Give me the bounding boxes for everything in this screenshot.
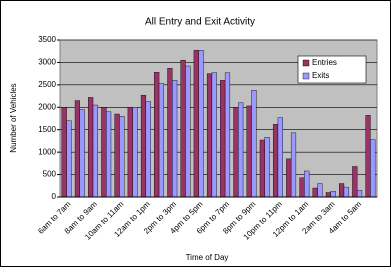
y-tick-label: 3500 — [38, 35, 56, 44]
bar — [220, 80, 226, 198]
bar — [154, 72, 160, 198]
bar — [198, 50, 204, 198]
bar — [238, 102, 244, 198]
legend-box — [297, 55, 367, 84]
bar — [88, 97, 94, 198]
bar — [352, 166, 358, 198]
legend-swatch — [302, 59, 310, 67]
bar — [264, 137, 270, 198]
bar — [356, 190, 363, 198]
y-tick-label: 1500 — [38, 125, 56, 134]
bar — [127, 107, 133, 198]
y-tick-label: 2500 — [38, 80, 56, 89]
bar — [92, 104, 98, 198]
bar — [317, 183, 323, 198]
bar — [114, 113, 120, 198]
bar — [370, 139, 376, 198]
bar — [132, 107, 138, 198]
bar — [206, 73, 213, 198]
bar — [272, 124, 279, 198]
bar — [101, 107, 107, 198]
bar — [339, 183, 345, 198]
y-axis-title: Number of Vehicles — [9, 83, 18, 152]
bar — [211, 72, 217, 198]
y-tick-label: 0 — [52, 192, 57, 201]
bar — [286, 158, 292, 198]
bar — [66, 120, 72, 198]
x-axis-title: Time of Day — [186, 253, 229, 262]
bar — [343, 186, 349, 198]
bar — [233, 107, 239, 198]
bar — [61, 107, 67, 198]
bar — [172, 80, 178, 198]
bar — [304, 170, 310, 198]
legend-swatch — [302, 72, 310, 80]
bar — [259, 139, 265, 198]
y-tick-label: 1000 — [38, 147, 56, 156]
bar — [180, 59, 186, 198]
bar — [119, 116, 125, 198]
bar — [251, 90, 257, 198]
bar — [167, 68, 173, 198]
bar — [325, 192, 331, 198]
legend-label: Entries — [312, 58, 337, 67]
chart-title: All Entry and Exit Activity — [145, 17, 255, 28]
bar — [106, 111, 112, 198]
bar — [74, 100, 81, 198]
bar — [290, 132, 297, 198]
bar — [158, 83, 165, 198]
bar — [140, 94, 147, 198]
bar — [365, 115, 371, 198]
y-tick-label: 500 — [43, 170, 57, 179]
bar — [277, 117, 283, 198]
y-tick-label: 3000 — [38, 58, 56, 67]
y-tick-label: 2000 — [38, 102, 56, 111]
bar — [330, 190, 336, 198]
bar — [224, 72, 231, 198]
bar — [79, 109, 85, 198]
bar — [299, 177, 305, 198]
bar — [312, 187, 318, 198]
legend-label: Exits — [312, 71, 329, 80]
bar — [246, 105, 252, 198]
bar — [193, 50, 199, 198]
bar — [145, 101, 151, 198]
bar — [185, 65, 191, 198]
